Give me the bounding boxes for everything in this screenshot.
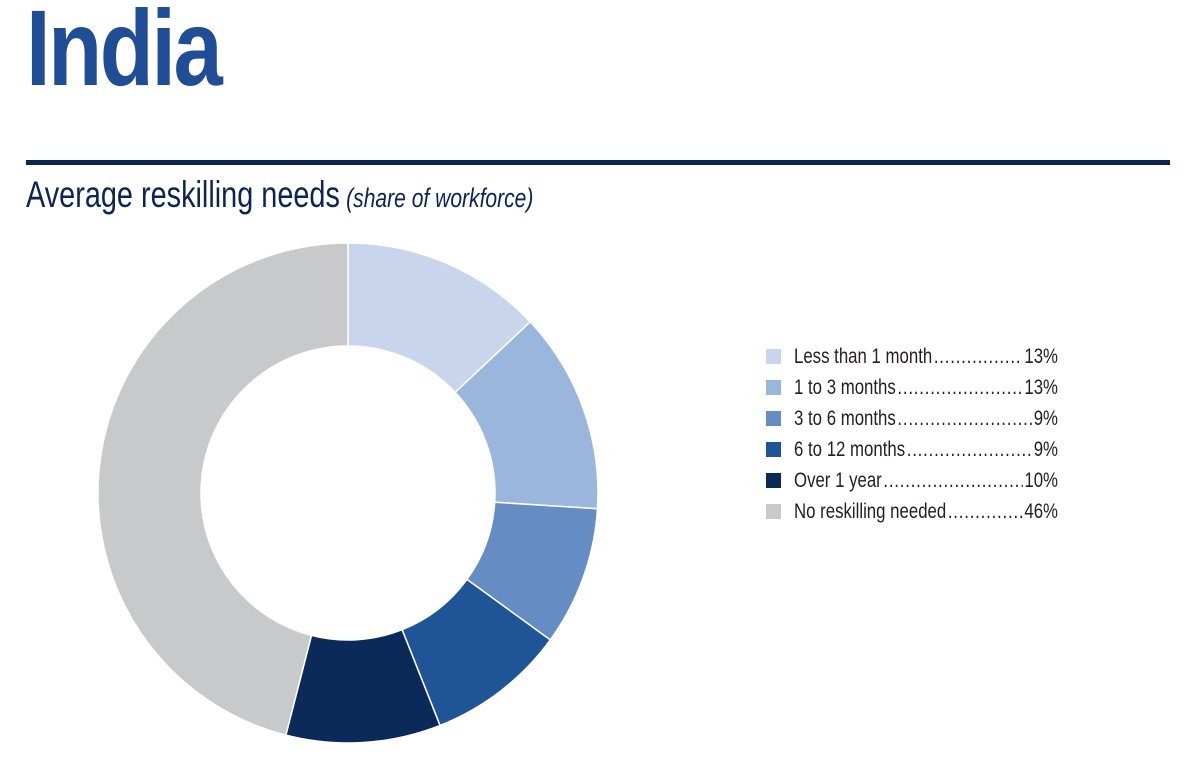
legend-leader-dots — [897, 376, 1022, 400]
chart-subtitle: (share of workforce) — [346, 183, 534, 213]
legend-value: 46% — [1024, 499, 1058, 523]
legend-entry: No reskilling needed 46% — [794, 500, 1058, 524]
legend-value: 13% — [1024, 375, 1058, 399]
donut-chart — [97, 242, 599, 744]
legend-swatch — [766, 349, 781, 364]
legend-entry: 3 to 6 months 9% — [794, 407, 1058, 431]
legend-entry: Over 1 year 10% — [794, 469, 1058, 493]
legend-entry: 6 to 12 months 9% — [794, 438, 1058, 462]
legend-leader-dots — [948, 500, 1023, 524]
legend-swatch — [766, 504, 781, 519]
legend-swatch — [766, 411, 781, 426]
legend-label: No reskilling needed — [794, 499, 947, 523]
legend-item-6-to-12-months: 6 to 12 months 9% — [766, 434, 1058, 465]
legend-label: Over 1 year — [794, 468, 882, 492]
legend-item-1-to-3-months: 1 to 3 months 13% — [766, 372, 1058, 403]
legend-leader-dots — [897, 407, 1032, 431]
legend-item-3-to-6-months: 3 to 6 months 9% — [766, 403, 1058, 434]
legend-entry: Less than 1 month 13% — [794, 345, 1058, 369]
legend-leader-dots — [883, 469, 1022, 493]
legend-value: 13% — [1024, 344, 1058, 368]
legend-label: 3 to 6 months — [794, 406, 896, 430]
donut-slice-no-reskilling-needed — [97, 242, 349, 737]
legend-item-no-reskilling-needed: No reskilling needed 46% — [766, 496, 1058, 527]
chart-title: Average reskilling needs (share of workfo… — [26, 176, 533, 213]
legend-swatch — [766, 380, 781, 395]
header-divider — [26, 160, 1170, 165]
legend-leader-dots — [907, 438, 1032, 462]
chart-legend: Less than 1 month 13% 1 to 3 months 13% 3 to… — [766, 341, 1058, 527]
legend-label: 1 to 3 months — [794, 375, 896, 399]
legend-label: Less than 1 month — [794, 344, 933, 368]
legend-entry: 1 to 3 months 13% — [794, 376, 1058, 400]
chart-title-text: Average reskilling needs — [26, 174, 340, 215]
country-title: India — [26, 0, 223, 108]
legend-item-less-than-1-month: Less than 1 month 13% — [766, 341, 1058, 372]
legend-value: 9% — [1033, 437, 1058, 461]
legend-leader-dots — [934, 345, 1023, 369]
legend-value: 9% — [1033, 406, 1058, 430]
legend-value: 10% — [1024, 468, 1058, 492]
legend-item-over-1-year: Over 1 year 10% — [766, 465, 1058, 496]
legend-label: 6 to 12 months — [794, 437, 906, 461]
legend-swatch — [766, 473, 781, 488]
legend-swatch — [766, 442, 781, 457]
